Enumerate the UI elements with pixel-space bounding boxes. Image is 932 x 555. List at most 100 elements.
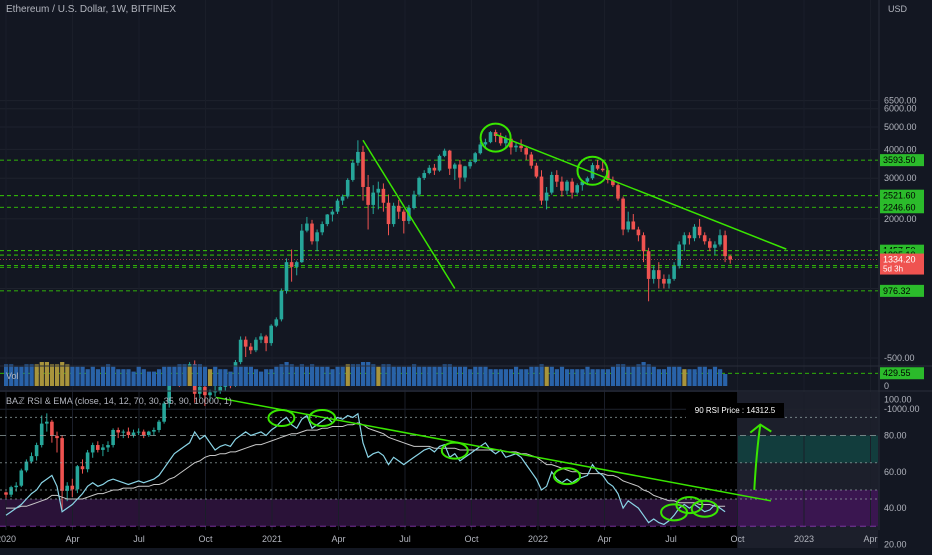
candle-body xyxy=(422,173,426,178)
volume-bar xyxy=(19,366,24,386)
volume-bar xyxy=(228,371,233,386)
volume-bar xyxy=(539,364,544,386)
rsi-circle-annotation xyxy=(440,441,469,460)
rsi-trendline xyxy=(215,396,772,502)
rsi-axis-label: 40.00 xyxy=(884,503,907,513)
projection-arrow xyxy=(753,424,762,491)
candle-body xyxy=(136,431,141,433)
volume-bar xyxy=(585,366,590,386)
price-axis-label: 4000.00 xyxy=(884,144,917,154)
candle-body xyxy=(442,150,447,156)
volume-bar xyxy=(386,364,391,386)
volume-bar xyxy=(723,374,728,386)
volume-bar xyxy=(44,362,49,386)
volume-bar xyxy=(452,366,457,386)
volume-bar xyxy=(49,364,55,386)
volume-bar xyxy=(437,366,442,386)
volume-bar xyxy=(146,371,151,386)
volume-bar xyxy=(269,369,274,386)
volume-bar xyxy=(406,366,412,386)
candle-body xyxy=(335,200,340,212)
candle-body xyxy=(570,181,574,193)
candle-body xyxy=(662,278,666,284)
rsi-circle-annotation xyxy=(308,409,337,428)
candle-body xyxy=(284,262,289,292)
volume-bar xyxy=(381,364,386,386)
volume-bar xyxy=(335,366,340,386)
currency-label: USD xyxy=(888,4,908,14)
price-level-tag-label: 3593.50 xyxy=(883,155,916,165)
candle-body xyxy=(636,229,641,236)
candle-body xyxy=(391,205,396,225)
volume-bar xyxy=(554,369,559,386)
volume-bar xyxy=(345,364,350,386)
current-price-countdown: 5d 3h xyxy=(883,265,903,274)
candle-body xyxy=(152,429,156,432)
volume-bar xyxy=(340,366,345,386)
candle-body xyxy=(330,211,335,215)
candle-body xyxy=(345,179,350,197)
candle-body xyxy=(381,188,386,203)
volume-bar xyxy=(391,366,396,386)
candle-body xyxy=(529,154,534,166)
volume-bar xyxy=(95,369,100,386)
candle-body xyxy=(269,325,273,344)
candle-body xyxy=(432,167,437,171)
volume-bar xyxy=(687,369,692,386)
candle-body xyxy=(167,381,171,404)
volume-bar xyxy=(259,371,264,386)
rsi-price-annotation: 90 RSI Price : 14312.5 xyxy=(686,403,784,418)
candle-body xyxy=(75,466,80,490)
price-level-tag-label: 429.55 xyxy=(883,368,911,378)
volume-bar xyxy=(325,366,330,386)
volume-bar xyxy=(100,366,106,386)
volume-bar xyxy=(376,366,381,386)
candle-body xyxy=(657,270,661,279)
candle-body xyxy=(728,256,732,260)
volume-bar xyxy=(141,369,146,386)
volume-bar xyxy=(65,364,70,386)
volume-bar xyxy=(192,364,197,386)
rsi-axis-label: 20.00 xyxy=(884,539,907,549)
rsi-projection-low-band xyxy=(737,489,878,527)
candle-body xyxy=(519,145,523,149)
volume-bar xyxy=(667,366,672,386)
rsi-axis-label: 80.00 xyxy=(884,431,907,441)
candle-body xyxy=(300,230,304,263)
ema-line xyxy=(6,422,726,509)
volume-bar xyxy=(274,366,279,386)
volume-bar xyxy=(468,369,473,386)
rsi-oversold-band xyxy=(0,499,738,527)
volume-bar xyxy=(631,366,636,386)
candle-body xyxy=(493,132,498,137)
price-trendline xyxy=(362,139,456,289)
volume-bar xyxy=(519,369,524,386)
candle-body xyxy=(126,431,131,436)
candle-body xyxy=(90,445,95,453)
candle-body xyxy=(478,144,483,154)
rsi-circle-annotation xyxy=(675,496,704,515)
candle-body xyxy=(259,336,263,340)
volume-bar xyxy=(14,366,19,386)
volume-bar xyxy=(646,364,651,386)
volume-bar xyxy=(498,369,503,386)
candle-body xyxy=(713,244,717,248)
candle-body xyxy=(468,161,472,167)
volume-bar xyxy=(90,366,95,386)
candle-body xyxy=(672,266,676,279)
volume-bar xyxy=(447,364,452,386)
volume-bar xyxy=(131,371,136,386)
candle-body xyxy=(504,138,508,144)
volume-bar xyxy=(493,369,498,386)
candle-body xyxy=(560,181,564,191)
candle-body xyxy=(575,185,579,193)
candle-body xyxy=(621,198,625,230)
candle-body xyxy=(447,150,452,169)
time-axis-label: Oct xyxy=(198,534,213,544)
candle-body xyxy=(310,223,314,242)
candle-body xyxy=(55,435,59,439)
volume-bar xyxy=(641,362,646,386)
candle-body xyxy=(101,447,105,450)
candle-body xyxy=(218,386,222,391)
